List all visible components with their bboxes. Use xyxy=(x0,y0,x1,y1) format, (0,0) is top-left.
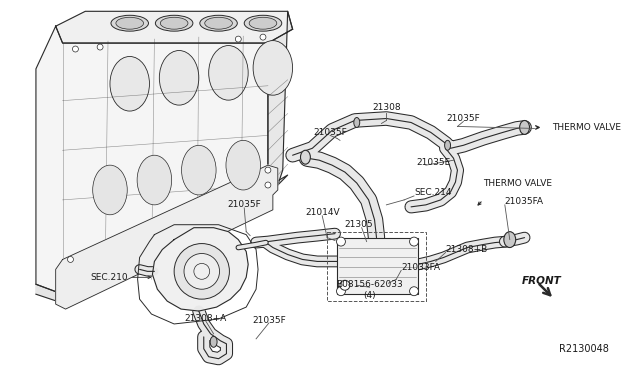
Circle shape xyxy=(174,244,229,299)
Circle shape xyxy=(337,287,346,296)
Text: 21014V: 21014V xyxy=(305,208,340,217)
Text: THERMO VALVE: THERMO VALVE xyxy=(552,123,621,132)
Ellipse shape xyxy=(520,121,529,134)
Text: 21035FA: 21035FA xyxy=(505,198,544,206)
Circle shape xyxy=(68,256,74,262)
Text: 21305: 21305 xyxy=(344,220,373,229)
Text: THERMO VALVE: THERMO VALVE xyxy=(483,179,552,187)
Polygon shape xyxy=(36,26,273,294)
Polygon shape xyxy=(152,228,248,311)
Ellipse shape xyxy=(354,118,360,128)
Ellipse shape xyxy=(244,15,282,31)
Text: (4): (4) xyxy=(364,291,376,300)
Circle shape xyxy=(340,280,350,290)
Ellipse shape xyxy=(116,17,143,29)
Ellipse shape xyxy=(301,150,310,164)
Circle shape xyxy=(260,34,266,40)
Ellipse shape xyxy=(249,17,277,29)
Text: 21035F: 21035F xyxy=(252,317,286,326)
Circle shape xyxy=(184,253,220,289)
Ellipse shape xyxy=(253,41,292,95)
Circle shape xyxy=(194,263,210,279)
Text: SEC.214: SEC.214 xyxy=(414,189,451,198)
Text: R2130048: R2130048 xyxy=(559,344,609,354)
Circle shape xyxy=(410,237,419,246)
Text: 21033FA: 21033FA xyxy=(401,263,440,272)
Text: SEC.210: SEC.210 xyxy=(90,273,128,282)
Ellipse shape xyxy=(210,336,217,347)
Text: 21035E: 21035E xyxy=(416,158,450,167)
Ellipse shape xyxy=(445,140,451,150)
Ellipse shape xyxy=(93,165,127,215)
Circle shape xyxy=(236,36,241,42)
Ellipse shape xyxy=(209,45,248,100)
Circle shape xyxy=(265,182,271,188)
Text: 21308+A: 21308+A xyxy=(184,314,227,324)
Ellipse shape xyxy=(182,145,216,195)
Ellipse shape xyxy=(159,51,199,105)
Polygon shape xyxy=(56,11,292,43)
Text: 21308: 21308 xyxy=(372,103,401,112)
Circle shape xyxy=(337,237,346,246)
Ellipse shape xyxy=(160,17,188,29)
Circle shape xyxy=(72,46,78,52)
Polygon shape xyxy=(36,175,287,304)
Ellipse shape xyxy=(110,57,150,111)
Text: 21035F: 21035F xyxy=(313,128,347,137)
Circle shape xyxy=(410,287,419,296)
Polygon shape xyxy=(268,11,292,185)
Text: 21035F: 21035F xyxy=(447,114,480,123)
Text: 21308+B: 21308+B xyxy=(445,245,488,254)
Ellipse shape xyxy=(504,232,516,247)
Circle shape xyxy=(265,167,271,173)
Circle shape xyxy=(97,44,103,50)
Text: 21035F: 21035F xyxy=(227,201,261,209)
Text: FRONT: FRONT xyxy=(522,276,561,286)
Ellipse shape xyxy=(137,155,172,205)
Text: B08156-62033: B08156-62033 xyxy=(336,280,403,289)
Ellipse shape xyxy=(226,140,260,190)
Ellipse shape xyxy=(200,15,237,31)
Ellipse shape xyxy=(205,17,232,29)
FancyBboxPatch shape xyxy=(337,238,418,294)
Polygon shape xyxy=(56,165,278,309)
Ellipse shape xyxy=(111,15,148,31)
Ellipse shape xyxy=(156,15,193,31)
